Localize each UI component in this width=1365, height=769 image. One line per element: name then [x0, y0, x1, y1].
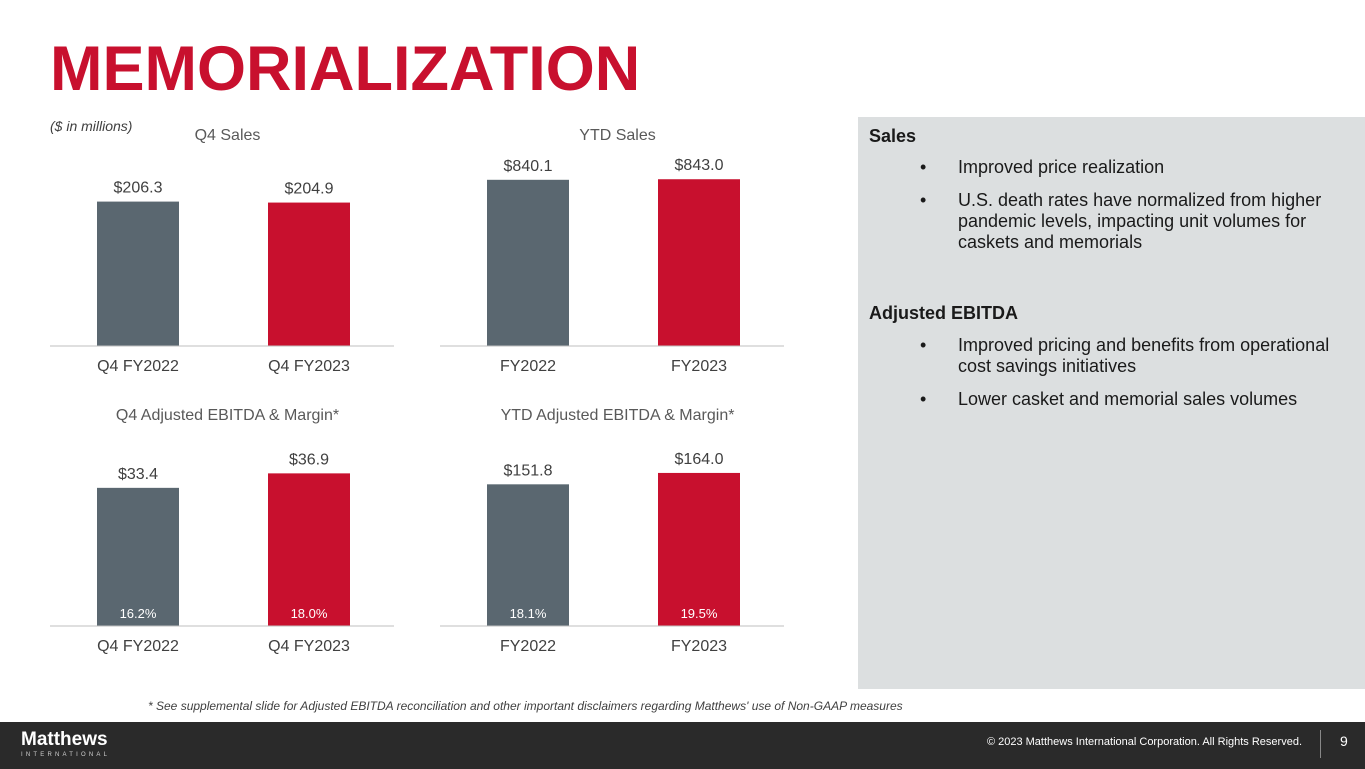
ebitda-bullet: • Improved pricing and benefits from oper… — [858, 335, 1365, 377]
chart-bar — [658, 472, 740, 626]
footer-bar: Matthews INTERNATIONAL © 2023 Matthews I… — [0, 722, 1365, 769]
ebitda-bullet-list: • Improved pricing and benefits from oper… — [858, 335, 1365, 422]
chart-bar — [97, 201, 179, 346]
bullet-icon: • — [920, 157, 927, 177]
chart-value-label: $36.9 — [289, 451, 329, 468]
units-note: ($ in millions) — [50, 118, 133, 134]
ebitda-bullet-text: Lower casket and memorial sales volumes — [958, 389, 1298, 409]
bullet-icon: • — [920, 389, 927, 409]
chart-category-label: FY2023 — [671, 638, 727, 655]
chart-category-label: Q4 FY2023 — [268, 638, 350, 655]
commentary-panel: Sales • Improved price realization • U.S. … — [858, 117, 1365, 689]
chart-bar — [658, 179, 740, 346]
chart-value-label: $206.3 — [114, 180, 163, 197]
chart-value-label: $33.4 — [118, 466, 158, 483]
chart-value-label: $204.9 — [285, 181, 334, 198]
sales-bullet: • Improved price realization — [858, 157, 1365, 178]
bullet-icon: • — [920, 190, 927, 210]
ebitda-heading: Adjusted EBITDA — [869, 303, 1019, 323]
chart-svg: Q4 Adjusted EBITDA & Margin* $33.4 Q4 FY20… — [50, 407, 394, 655]
logo-wordmark: Matthews — [21, 729, 108, 750]
sales-bullet: • U.S. death rates have normalized from h… — [858, 190, 1365, 253]
chart-value-label: $843.0 — [675, 157, 724, 174]
page-number: 9 — [1340, 733, 1348, 749]
chart-bar — [268, 202, 350, 346]
chart-category-label: Q4 FY2023 — [268, 358, 350, 375]
footnote: * See supplemental slide for Adjusted EB… — [148, 699, 903, 713]
chart-margin-label: 16.2% — [120, 606, 157, 621]
sales-bullet-list: • Improved price realization • U.S. death … — [858, 157, 1365, 265]
chart-value-label: $151.8 — [504, 462, 553, 479]
chart-margin-label: 18.0% — [291, 606, 328, 621]
chart-q4-sales: Q4 Sales $206.3 Q4 FY2022 $204.9 Q4 FY2023 — [50, 118, 405, 388]
matthews-logo: Matthews INTERNATIONAL — [21, 730, 110, 758]
bullet-icon: • — [920, 335, 927, 355]
chart-svg: Q4 Sales $206.3 Q4 FY2022 $204.9 Q4 FY2023 — [50, 127, 394, 375]
chart-title: Q4 Sales — [195, 127, 261, 144]
chart-margin-label: 19.5% — [681, 606, 718, 621]
chart-title: YTD Adjusted EBITDA & Margin* — [501, 407, 735, 424]
chart-bar — [487, 179, 569, 346]
sales-bullet-text: Improved price realization — [958, 157, 1165, 177]
chart-title: Q4 Adjusted EBITDA & Margin* — [116, 407, 339, 424]
chart-category-label: Q4 FY2022 — [97, 358, 179, 375]
copyright-text: © 2023 Matthews International Corporatio… — [986, 736, 1302, 748]
chart-svg: YTD Sales $840.1 FY2022 $843.0 FY2023 — [440, 127, 784, 375]
page-title: MEMORIALIZATION — [50, 34, 641, 104]
chart-category-label: FY2022 — [500, 358, 556, 375]
chart-svg: YTD Adjusted EBITDA & Margin* $151.8 FY202… — [440, 407, 784, 655]
ebitda-bullet-text: Improved pricing and benefits from opera… — [958, 335, 1330, 376]
chart-bar — [268, 473, 350, 626]
chart-ytd-sales: YTD Sales $840.1 FY2022 $843.0 FY2023 — [440, 118, 795, 388]
chart-margin-label: 18.1% — [510, 606, 547, 621]
chart-category-label: Q4 FY2022 — [97, 638, 179, 655]
ebitda-bullet: • Lower casket and memorial sales volumes — [858, 389, 1365, 410]
chart-bar — [487, 484, 569, 626]
sales-bullet-text: U.S. death rates have normalized from hi… — [958, 190, 1322, 252]
chart-value-label: $840.1 — [504, 158, 553, 175]
sales-heading: Sales — [869, 126, 917, 146]
chart-value-label: $164.0 — [675, 451, 724, 468]
chart-ytd-ebitda: YTD Adjusted EBITDA & Margin* $151.8 FY202… — [440, 398, 795, 668]
chart-title: YTD Sales — [579, 127, 655, 144]
logo-subtitle: INTERNATIONAL — [21, 752, 111, 758]
chart-category-label: FY2022 — [500, 638, 556, 655]
chart-bar — [97, 487, 179, 626]
footer-divider — [1320, 730, 1321, 758]
chart-category-label: FY2023 — [671, 358, 727, 375]
chart-q4-ebitda: Q4 Adjusted EBITDA & Margin* $33.4 Q4 FY20… — [50, 398, 405, 668]
